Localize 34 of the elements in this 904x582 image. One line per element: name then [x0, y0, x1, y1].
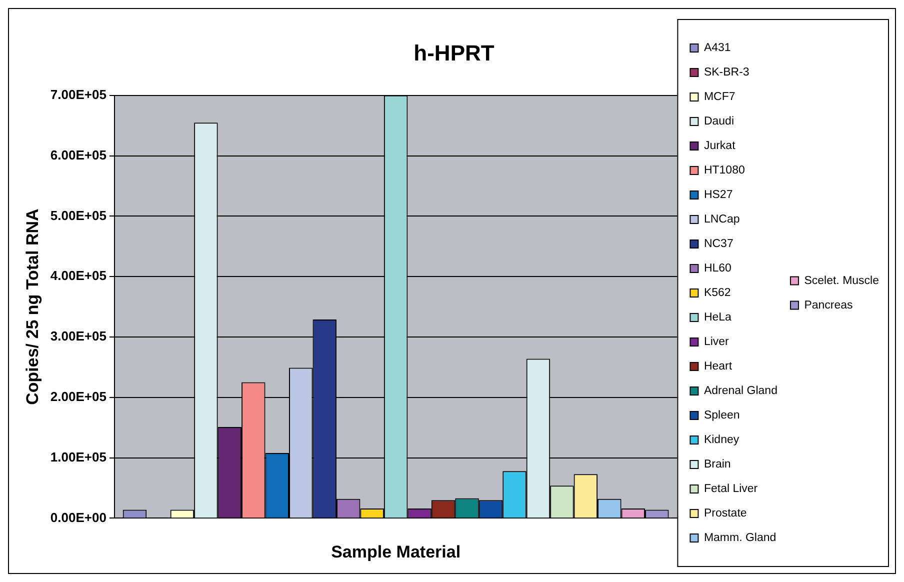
legend-label: K562 [704, 287, 731, 300]
legend-label: LNCap [704, 214, 740, 226]
legend-label: NC37 [704, 238, 734, 250]
y-tick-label: 0.00E+00 [50, 510, 106, 525]
x-axis-title: Sample Material [331, 542, 461, 562]
legend-label: HS27 [704, 189, 733, 202]
y-tick-label: 3.00E+05 [50, 328, 106, 344]
legend-label: HeLa [704, 312, 732, 324]
y-tick-label: 4.00E+05 [50, 268, 106, 284]
legend-label: Fetal Liver [704, 483, 758, 496]
legend-label: SK-BR-3 [704, 66, 750, 79]
legend-label: Jurkat [704, 140, 736, 152]
legend-label: Daudi [704, 116, 734, 128]
legend-label: Scelet. Muscle [804, 274, 880, 287]
legend-label: Brain [704, 458, 731, 471]
legend-label: HT1080 [704, 164, 745, 177]
legend-label: HL60 [704, 262, 732, 275]
y-tick-label: 1.00E+05 [50, 449, 106, 464]
legend-label: A431 [704, 42, 731, 54]
y-tick-label: 5.00E+05 [50, 208, 106, 223]
legend-label: Adrenal Gland [704, 385, 778, 398]
legend-label: Spleen [704, 410, 740, 422]
chart-title: h-HPRT [414, 40, 495, 66]
legend-label: Pancreas [804, 299, 854, 312]
legend-label: Kidney [704, 434, 740, 446]
legend-label: Prostate [704, 508, 747, 520]
legend-label: Heart [704, 360, 733, 373]
y-tick-label: 6.00E+05 [50, 147, 106, 162]
legend-label: Liver [704, 336, 730, 348]
y-tick-label: 2.00E+05 [50, 388, 106, 404]
y-axis-title: Copies/ 25 ng Total RNA [22, 208, 42, 405]
legend-label: MCF7 [704, 91, 736, 104]
legend-label: Mamm. Gland [704, 532, 776, 544]
y-tick-label: 7.00E+05 [50, 86, 106, 102]
